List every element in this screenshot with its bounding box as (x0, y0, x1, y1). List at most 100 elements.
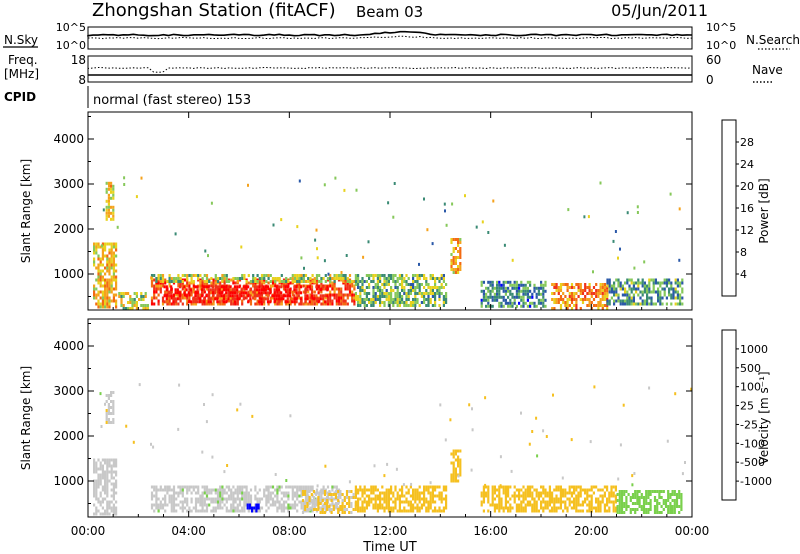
echo-cell (625, 499, 628, 502)
echo-cell (190, 277, 193, 280)
echo-cell (586, 494, 589, 498)
echo-cell (361, 506, 364, 510)
echo-cell (610, 287, 613, 291)
echo-cell (276, 299, 279, 303)
echo-cell (522, 289, 525, 293)
echo-cell (115, 479, 118, 483)
echo-cell (238, 290, 242, 294)
echo-cell (502, 491, 505, 495)
echo-cell (337, 508, 340, 511)
echo-cell (289, 281, 292, 285)
echo-cell (640, 505, 643, 508)
echo-cell (178, 291, 182, 295)
echo-cell (636, 502, 639, 505)
echo-cell (104, 278, 107, 282)
echo-cell (546, 494, 549, 498)
echo-cell (165, 294, 168, 298)
echo-cell (551, 494, 554, 498)
echo-cell (650, 296, 653, 300)
echo-cell (159, 287, 162, 291)
echo-cell (190, 290, 193, 294)
echo-cell (210, 302, 213, 306)
echo-cell (520, 411, 522, 415)
scatter-region-2 (118, 292, 149, 310)
echo-cell (383, 274, 386, 277)
echo-cell (361, 500, 364, 504)
echo-cell (295, 291, 298, 295)
echo-cell (269, 497, 272, 501)
echo-cell (186, 509, 189, 513)
echo-cell (502, 298, 505, 302)
echo-cell (105, 418, 108, 421)
echo-cell (551, 307, 554, 310)
echo-cell (396, 301, 399, 304)
echo-cell (312, 496, 316, 499)
echo-cell (301, 493, 305, 496)
echo-cell (216, 488, 220, 492)
power-ytick-label: 1000 (53, 267, 84, 281)
echo-cell (110, 290, 113, 294)
echo-cell (390, 497, 393, 501)
echo-cell (489, 295, 492, 299)
echo-cell (373, 464, 376, 468)
echo-cell (243, 485, 246, 489)
echo-cell (670, 284, 673, 288)
echo-cell (672, 290, 675, 294)
echo-cell (548, 485, 551, 489)
echo-cell (641, 302, 644, 306)
echo-cell (203, 503, 206, 507)
echo-cell (405, 485, 408, 489)
echo-cell (680, 508, 683, 511)
freq-unit-label: [MHz] (4, 67, 39, 81)
echo-cell (260, 291, 263, 295)
echo-cell (359, 286, 362, 289)
echo-cell (374, 274, 377, 277)
echo-cell (383, 506, 386, 510)
echo-cell (637, 284, 640, 288)
echo-cell (636, 211, 639, 214)
echo-cell (383, 286, 386, 289)
echo-cell (606, 278, 609, 282)
echo-cell (584, 491, 587, 495)
echo-cell (341, 499, 344, 502)
echo-cell (221, 302, 224, 306)
echo-cell (230, 503, 233, 507)
echo-cell (491, 491, 494, 495)
velocity-ylabel: Slant Range [km] (19, 366, 33, 470)
echo-cell (174, 300, 177, 304)
echo-cell (394, 274, 397, 277)
echo-cell (559, 503, 562, 507)
echo-cell (209, 297, 212, 301)
echo-cell (97, 266, 100, 270)
echo-cell (626, 290, 629, 294)
echo-cell (118, 292, 121, 295)
echo-cell (420, 497, 423, 501)
echo-cell (489, 283, 492, 287)
echo-cell (357, 304, 360, 307)
echo-cell (346, 296, 349, 300)
echo-cell (619, 247, 621, 251)
echo-cell (566, 506, 569, 510)
echo-cell (657, 299, 660, 303)
echo-cell (418, 304, 421, 307)
echo-cell (540, 292, 543, 296)
echo-cell (264, 288, 267, 292)
echo-cell (201, 509, 204, 513)
echo-cell (318, 274, 321, 277)
echo-cell (104, 509, 107, 513)
echo-cell (658, 496, 661, 499)
echo-cell (610, 485, 613, 489)
echo-cell (170, 296, 173, 300)
scatter-region-7 (480, 485, 617, 513)
echo-cell (653, 505, 657, 508)
echo-cell (457, 268, 460, 271)
echo-cell (618, 490, 621, 493)
echo-cell (409, 494, 412, 498)
echo-cell (287, 509, 290, 513)
echo-cell (450, 473, 453, 477)
echo-cell (493, 295, 496, 299)
echo-cell (153, 485, 156, 489)
echo-cell (159, 506, 162, 510)
echo-cell (269, 284, 272, 288)
echo-cell (337, 290, 341, 294)
